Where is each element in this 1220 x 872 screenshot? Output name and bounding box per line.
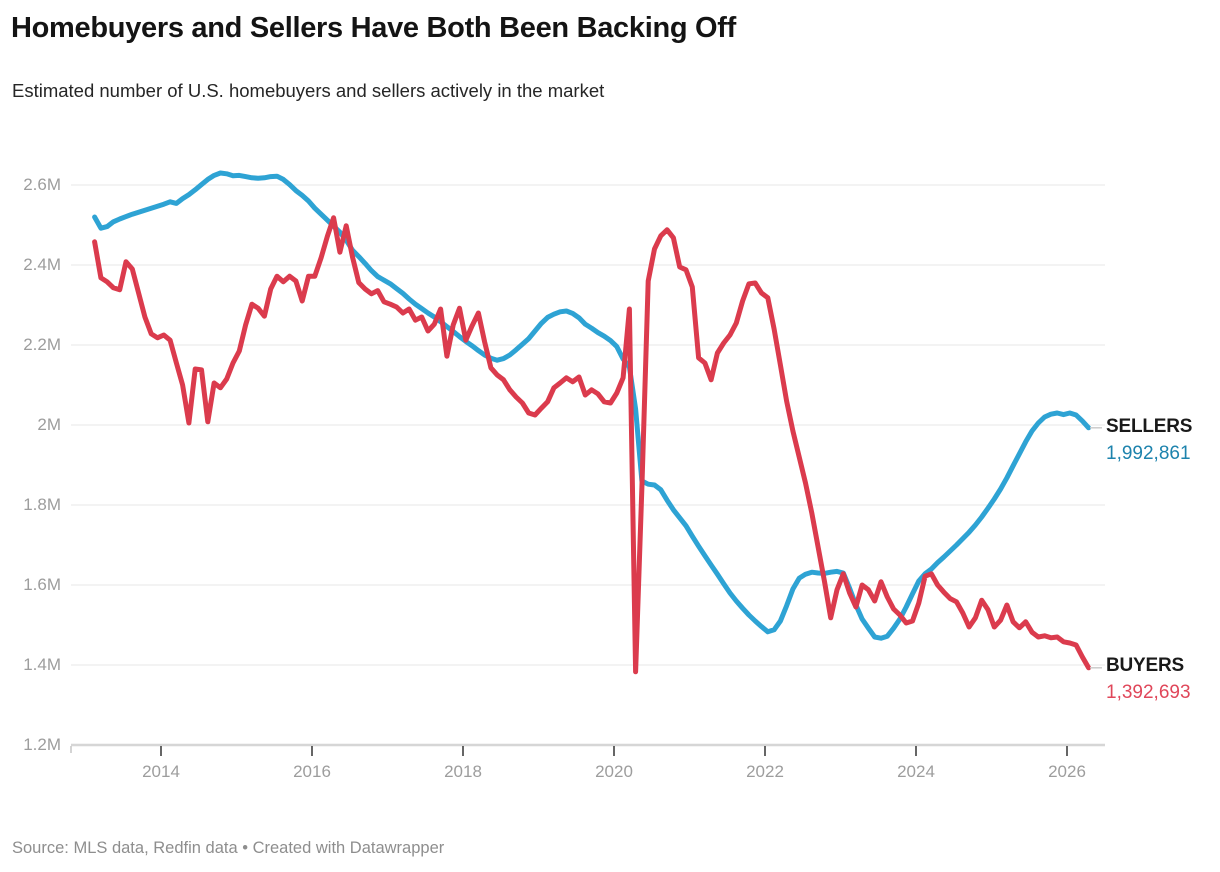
x-axis-label: 2020 (595, 762, 633, 781)
x-axis-label: 2022 (746, 762, 784, 781)
x-axis-label: 2016 (293, 762, 331, 781)
y-axis-label: 2.6M (23, 175, 61, 194)
buyers-series-name: BUYERS (1106, 655, 1184, 676)
page-title: Homebuyers and Sellers Have Both Been Ba… (11, 12, 737, 44)
x-axis-label: 2014 (142, 762, 180, 781)
x-axis-label: 2026 (1048, 762, 1086, 781)
y-axis-label: 2.2M (23, 335, 61, 354)
sellers-line (92, 170, 1092, 641)
y-axis-label: 1.6M (23, 575, 61, 594)
buyers-end-label: BUYERS 1,392,693 (1106, 655, 1216, 703)
y-axis-label: 1.8M (23, 495, 61, 514)
sellers-series-name: SELLERS (1106, 416, 1193, 437)
page-subtitle: Estimated number of U.S. homebuyers and … (12, 80, 605, 101)
y-axis-label: 2M (37, 415, 61, 434)
sellers-end-label: SELLERS 1,992,861 (1106, 416, 1216, 464)
source-attribution: Source: MLS data, Redfin data • Created … (12, 839, 445, 857)
sellers-end-value: 1,992,861 (1106, 443, 1191, 464)
buyers-line (92, 215, 1092, 675)
y-axis-label: 1.2M (23, 735, 61, 754)
y-axis-label: 2.4M (23, 255, 61, 274)
buyers-end-value: 1,392,693 (1106, 682, 1191, 703)
x-axis-label: 2024 (897, 762, 935, 781)
y-axis-label: 1.4M (23, 655, 61, 674)
x-axis-label: 2018 (444, 762, 482, 781)
